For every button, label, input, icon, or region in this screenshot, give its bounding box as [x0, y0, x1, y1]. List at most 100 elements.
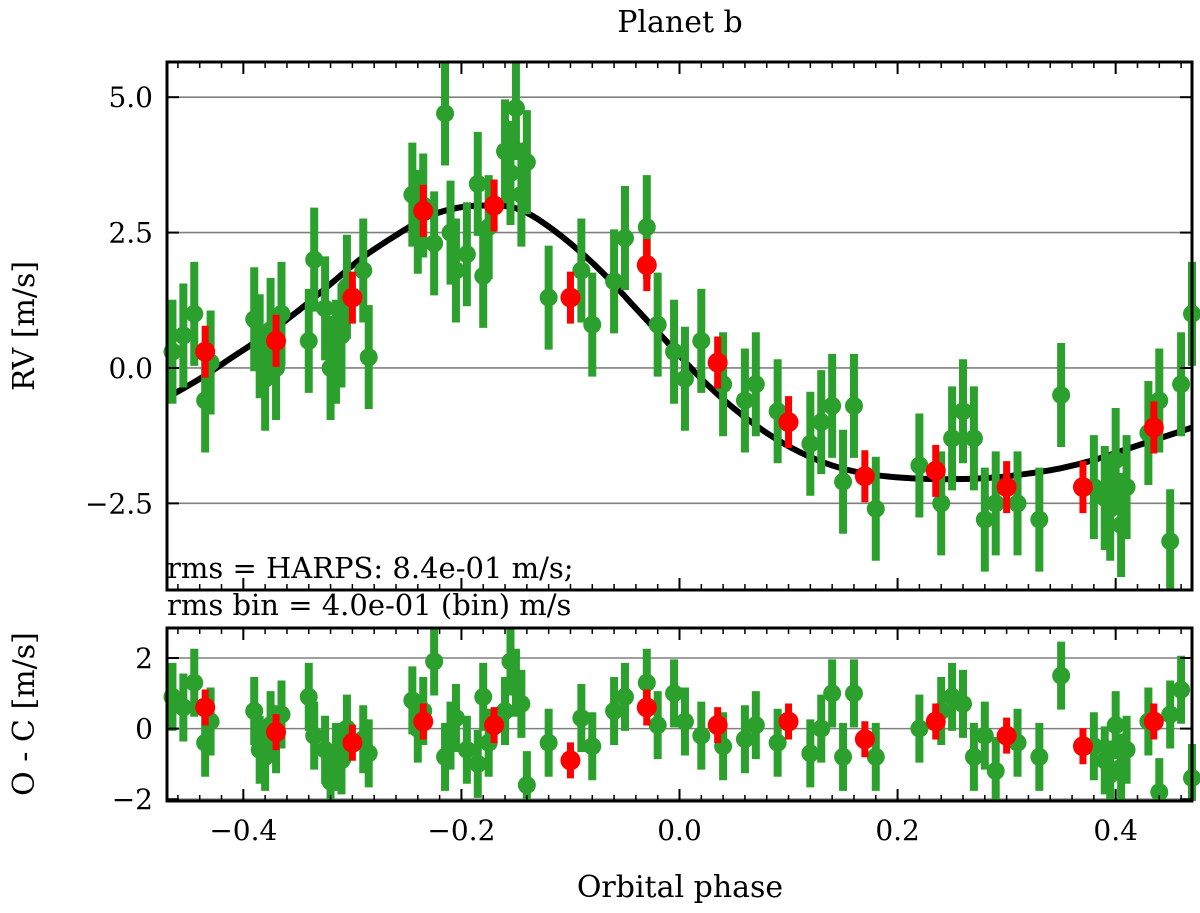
res-harps-point — [801, 744, 820, 763]
main-binned-point — [1072, 477, 1093, 498]
res-harps-point — [648, 716, 667, 735]
res-binned-point — [1072, 736, 1093, 757]
main-harps-point — [1117, 478, 1136, 497]
main-binned-point — [342, 287, 363, 308]
x-tick-labels: −0.4 −0.2 0.0 0.2 0.4 — [209, 814, 1138, 847]
main-harps-point — [1161, 532, 1180, 551]
main-harps-point — [316, 299, 335, 318]
res-harps-point — [665, 684, 684, 703]
main-harps-point — [986, 494, 1005, 513]
main-binned-point — [778, 412, 799, 433]
main-harps-point — [665, 342, 684, 361]
res-harps-point — [768, 733, 787, 752]
main-y-tick-label: 5.0 — [108, 81, 153, 114]
main-harps-point — [1008, 494, 1027, 513]
main-harps-point — [468, 174, 487, 193]
res-binned-point — [854, 729, 875, 750]
res-harps-point — [692, 726, 711, 745]
res-y-tick-label: 2 — [135, 642, 153, 675]
main-binned-point — [996, 477, 1017, 498]
residual-panel: 2 0 −2 O - C [m/s] — [7, 626, 1200, 816]
rv-harps-points — [163, 62, 1200, 590]
res-harps-point — [517, 776, 536, 795]
main-harps-point — [812, 413, 831, 432]
res-harps-point — [844, 684, 863, 703]
main-y-tick-label: −2.5 — [85, 487, 153, 520]
rms-annotation: rms = HARPS: 8.4e-01 m/s; — [167, 551, 574, 585]
main-harps-point — [436, 104, 455, 123]
main-harps-point — [746, 375, 765, 394]
res-harps-point — [834, 747, 853, 766]
res-harps-point — [457, 740, 476, 759]
main-harps-point — [425, 234, 444, 253]
main-harps-point — [185, 304, 204, 323]
res-harps-point — [446, 709, 465, 728]
main-harps-point — [866, 499, 885, 518]
res-harps-point — [572, 709, 591, 728]
res-harps-point — [1150, 783, 1169, 802]
res-harps-point — [975, 726, 994, 745]
res-harps-point — [539, 733, 558, 752]
main-harps-point — [572, 261, 591, 280]
x-tick-label: 0.0 — [657, 814, 702, 847]
main-harps-point — [692, 331, 711, 350]
main-binned-point — [707, 352, 728, 373]
main-harps-point — [675, 369, 694, 388]
x-tick-label: −0.2 — [427, 814, 495, 847]
main-binned-point — [266, 330, 287, 351]
rv-panel: 5.02.50.0−2.5 rms = HARPS: 8.4e-01 m/s; … — [7, 60, 1200, 622]
x-axis-label: Orbital phase — [577, 870, 783, 905]
res-binned-point — [1143, 711, 1164, 732]
main-harps-point — [506, 99, 525, 118]
res-binned-point — [996, 725, 1017, 746]
main-binned-point — [1143, 417, 1164, 438]
res-harps-point — [735, 730, 754, 749]
main-harps-point — [975, 510, 994, 529]
main-harps-point — [615, 229, 634, 247]
rv-binned-points — [195, 179, 1164, 514]
res-harps-point — [954, 694, 973, 713]
main-binned-point — [854, 466, 875, 487]
main-harps-point — [539, 288, 558, 307]
main-harps-point — [910, 456, 929, 475]
main-harps-point — [943, 429, 962, 448]
res-harps-point — [866, 747, 885, 766]
main-binned-point — [413, 200, 434, 221]
chart-title: Planet b — [617, 5, 743, 40]
main-y-tick-label: 2.5 — [108, 217, 153, 250]
main-binned-point — [636, 255, 657, 276]
res-harps-point — [637, 673, 656, 692]
main-harps-point — [354, 261, 373, 280]
main-binned-point — [195, 341, 216, 362]
main-harps-point — [844, 396, 863, 415]
res-harps-point — [1172, 680, 1191, 699]
x-tick-label: 0.2 — [875, 814, 920, 847]
res-binned-point — [484, 715, 505, 736]
res-harps-point — [583, 737, 602, 756]
res-harps-point — [1161, 705, 1180, 724]
res-harps-point — [1106, 716, 1125, 735]
main-harps-point — [1172, 375, 1191, 394]
main-y-tick-label: 0.0 — [108, 352, 153, 385]
rv-ticks: 5.0 2.5 0.0 −2.5 — [85, 62, 1192, 590]
main-harps-point — [174, 326, 193, 345]
main-harps-point — [517, 153, 536, 172]
res-y-tick-label: 0 — [135, 713, 153, 746]
res-harps-point — [474, 687, 493, 706]
res-binned-point — [707, 715, 728, 736]
main-harps-point — [648, 315, 667, 334]
res-binned-point — [636, 697, 657, 718]
res-harps-point — [986, 761, 1005, 780]
res-harps-point — [675, 712, 694, 731]
res-harps-point — [245, 701, 264, 720]
res-harps-point — [910, 719, 929, 738]
res-binned-point — [413, 711, 434, 732]
main-harps-point — [299, 331, 318, 350]
main-harps-point — [446, 261, 465, 280]
res-harps-point — [1117, 740, 1136, 759]
main-harps-point — [1106, 451, 1125, 470]
res-harps-point — [615, 687, 634, 706]
res-harps-point — [299, 687, 318, 706]
main-harps-point — [583, 315, 602, 334]
